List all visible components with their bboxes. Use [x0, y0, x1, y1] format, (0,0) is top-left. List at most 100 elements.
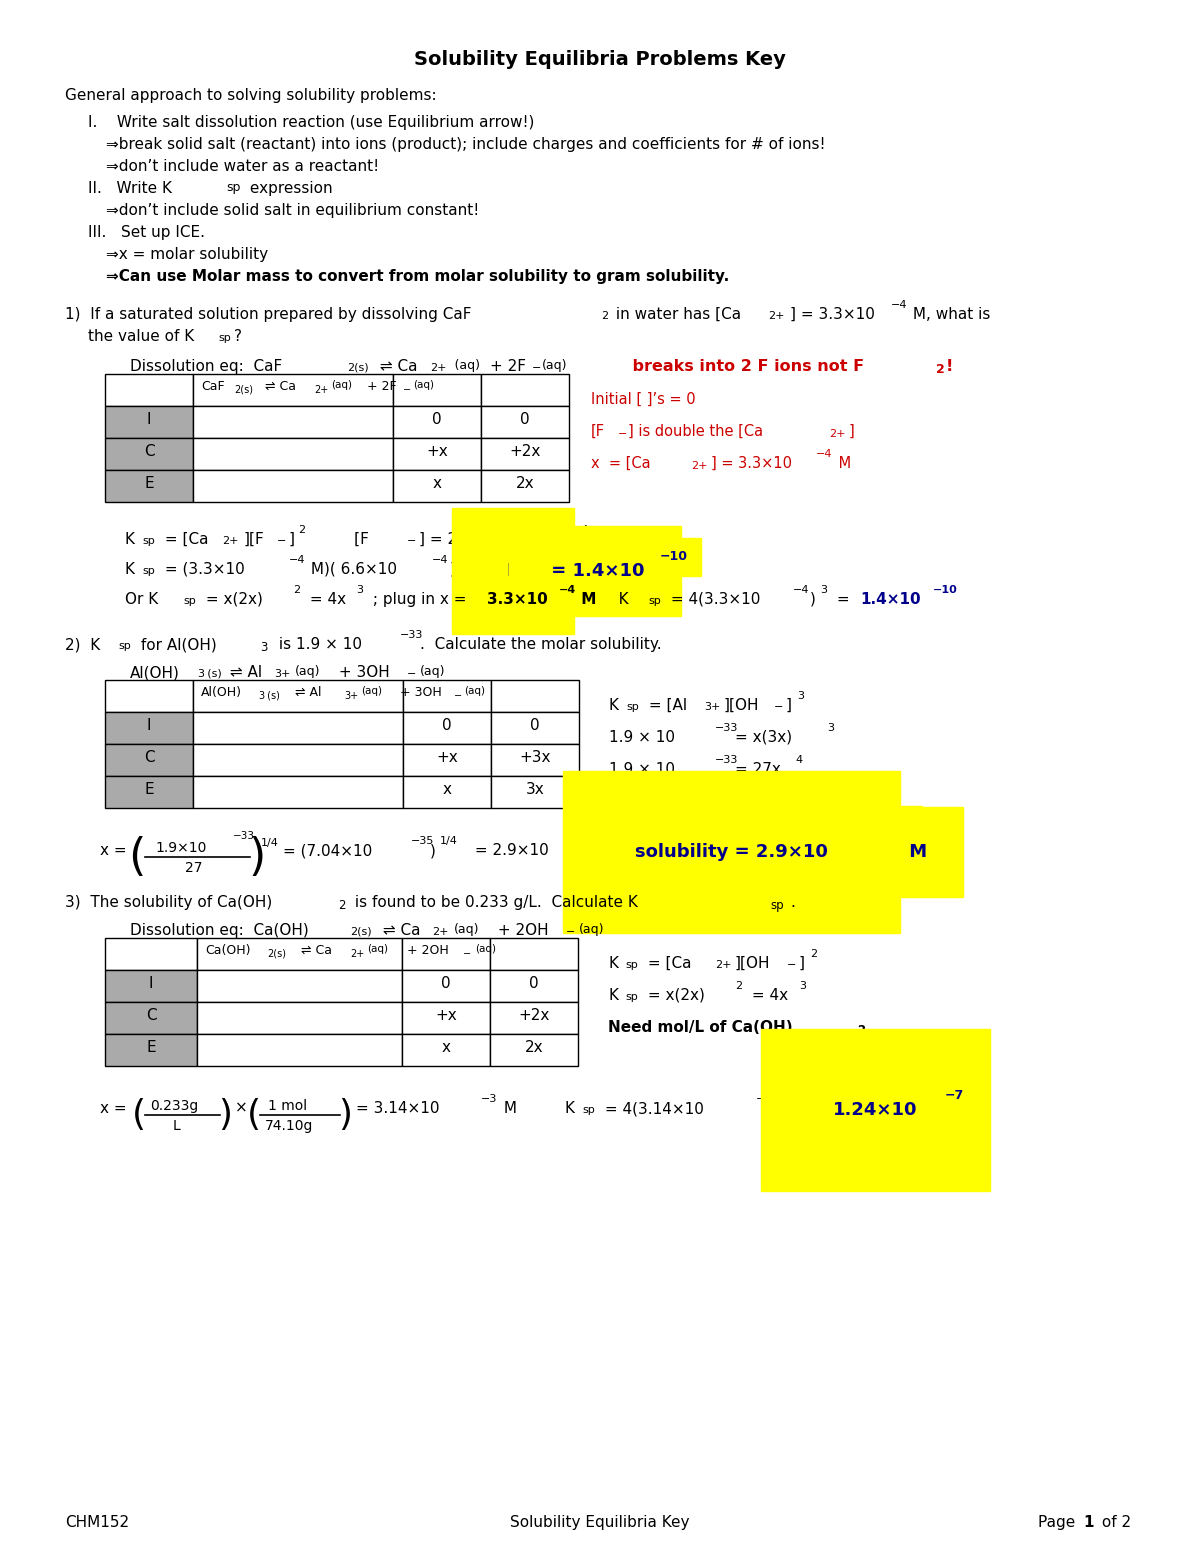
Bar: [394, 438, 481, 471]
Text: = 4(3.14×10: = 4(3.14×10: [600, 1101, 704, 1117]
Text: .  Calculate the molar solubility.: . Calculate the molar solubility.: [420, 637, 661, 652]
Text: = (3.3×10: = (3.3×10: [160, 562, 245, 578]
Text: + 3OH: + 3OH: [334, 665, 390, 680]
Text: 3.3×10: 3.3×10: [487, 592, 547, 607]
Text: [F: [F: [320, 533, 368, 547]
Text: K: K: [610, 697, 619, 713]
Text: sp: sp: [142, 536, 155, 547]
Text: −10: −10: [934, 585, 958, 595]
Text: sp: sp: [648, 596, 661, 606]
Text: 2)  K: 2) K: [65, 637, 101, 652]
Bar: [106, 938, 197, 971]
Text: −: −: [454, 691, 462, 700]
Bar: [106, 1034, 197, 1065]
Text: = x(2x): = x(2x): [643, 988, 704, 1003]
Text: + 3OH: + 3OH: [396, 686, 442, 699]
Text: I: I: [146, 719, 151, 733]
Text: −: −: [774, 702, 784, 711]
Text: K: K: [604, 592, 629, 607]
Text: 1.4×10: 1.4×10: [860, 592, 920, 607]
Bar: [193, 471, 394, 502]
Text: [F: [F: [592, 424, 605, 439]
Text: +2x: +2x: [509, 444, 541, 460]
Text: = 3.14×10: = 3.14×10: [356, 1101, 439, 1117]
Text: C: C: [144, 444, 155, 460]
Text: (aq): (aq): [420, 665, 445, 679]
Text: −33: −33: [400, 631, 424, 640]
Text: −33: −33: [233, 831, 256, 842]
Text: −: −: [787, 960, 797, 971]
Text: 1/4: 1/4: [262, 839, 278, 848]
Text: ?: ?: [234, 329, 242, 345]
Text: sp: sp: [625, 960, 637, 971]
Text: Dissolution eq:  Ca(OH): Dissolution eq: Ca(OH): [130, 922, 308, 938]
Text: sp: sp: [182, 596, 196, 606]
Text: CHM152: CHM152: [65, 1516, 130, 1530]
Bar: [403, 711, 491, 744]
Text: 74.10g: 74.10g: [265, 1120, 313, 1134]
Text: ]: ]: [786, 697, 792, 713]
Text: 4: 4: [796, 755, 802, 766]
Text: +x: +x: [436, 1008, 457, 1023]
Text: ): ): [774, 1101, 780, 1117]
Text: ): ): [430, 843, 436, 857]
Text: (aq): (aq): [331, 380, 352, 390]
Text: = 2.9×10: = 2.9×10: [470, 843, 548, 857]
Text: ]: ]: [799, 957, 805, 971]
Text: solubility = 2.9×10: solubility = 2.9×10: [635, 843, 828, 860]
Text: K: K: [608, 957, 618, 971]
Bar: [106, 374, 193, 405]
Text: I: I: [146, 413, 151, 427]
Text: L: L: [173, 1120, 181, 1134]
Text: −4: −4: [890, 300, 907, 311]
Text: (: (: [247, 1098, 262, 1132]
Text: Al(OH): Al(OH): [202, 686, 242, 699]
Text: = x(3x): = x(3x): [734, 730, 792, 745]
Bar: [106, 471, 193, 502]
Bar: [106, 744, 193, 776]
Text: 2: 2: [460, 554, 467, 565]
Text: M: M: [598, 843, 616, 857]
Text: 0: 0: [432, 413, 442, 427]
Text: in water has [Ca: in water has [Ca: [611, 307, 742, 321]
Text: (aq): (aq): [542, 359, 568, 373]
Bar: [491, 744, 580, 776]
Text: 3+: 3+: [344, 691, 358, 700]
Text: I: I: [149, 977, 154, 991]
Text: + 2F: + 2F: [490, 359, 526, 374]
Text: ⇒break solid salt (reactant) into ions (product); include charges and coefficien: ⇒break solid salt (reactant) into ions (…: [106, 137, 826, 152]
Text: 3: 3: [799, 981, 806, 991]
Bar: [394, 374, 481, 405]
Text: ] = 2x = 6.6×10: ] = 2x = 6.6×10: [419, 533, 545, 547]
Text: M, what is: M, what is: [908, 307, 990, 321]
Text: (: (: [132, 1098, 146, 1132]
Text: ⇒x = molar solubility: ⇒x = molar solubility: [106, 247, 268, 262]
Text: −: −: [407, 669, 416, 679]
Text: =: =: [832, 592, 854, 607]
Text: = 4(3.3×10: = 4(3.3×10: [666, 592, 761, 607]
Text: 1.24×10: 1.24×10: [833, 1101, 918, 1120]
Text: 3: 3: [260, 641, 268, 654]
Text: ]: ]: [289, 533, 295, 547]
Text: sp: sp: [142, 565, 155, 576]
Text: 2+: 2+: [222, 536, 239, 547]
Text: ): ): [810, 592, 816, 607]
Text: −33: −33: [715, 755, 738, 766]
Text: 3: 3: [820, 585, 827, 595]
Text: C: C: [144, 750, 155, 766]
Text: 3: 3: [827, 724, 834, 733]
Text: −: −: [618, 429, 628, 439]
Bar: [106, 438, 193, 471]
Bar: [106, 776, 193, 808]
Text: M: M: [590, 533, 608, 547]
Text: ][OH: ][OH: [724, 697, 760, 713]
Text: sp: sp: [526, 567, 542, 579]
Bar: [197, 971, 402, 1002]
Text: ⇒don’t include water as a reactant!: ⇒don’t include water as a reactant!: [106, 158, 379, 174]
Text: = x(2x): = x(2x): [202, 592, 263, 607]
Text: 0: 0: [529, 977, 539, 991]
Text: Al(OH): Al(OH): [130, 665, 180, 680]
Text: + 2OH: + 2OH: [493, 922, 548, 938]
Text: K: K: [125, 562, 134, 578]
Text: ): ): [248, 836, 265, 879]
